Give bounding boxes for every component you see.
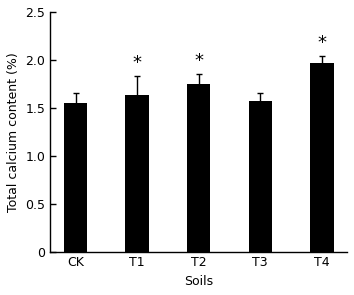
- Text: *: *: [133, 54, 142, 72]
- Text: *: *: [194, 53, 203, 71]
- X-axis label: Soils: Soils: [184, 275, 213, 288]
- Bar: [125, 95, 149, 252]
- Bar: [249, 101, 272, 252]
- Bar: [187, 84, 210, 252]
- Y-axis label: Total calcium content (%): Total calcium content (%): [7, 52, 20, 212]
- Bar: [310, 63, 333, 252]
- Bar: [64, 103, 87, 252]
- Text: *: *: [318, 34, 326, 52]
